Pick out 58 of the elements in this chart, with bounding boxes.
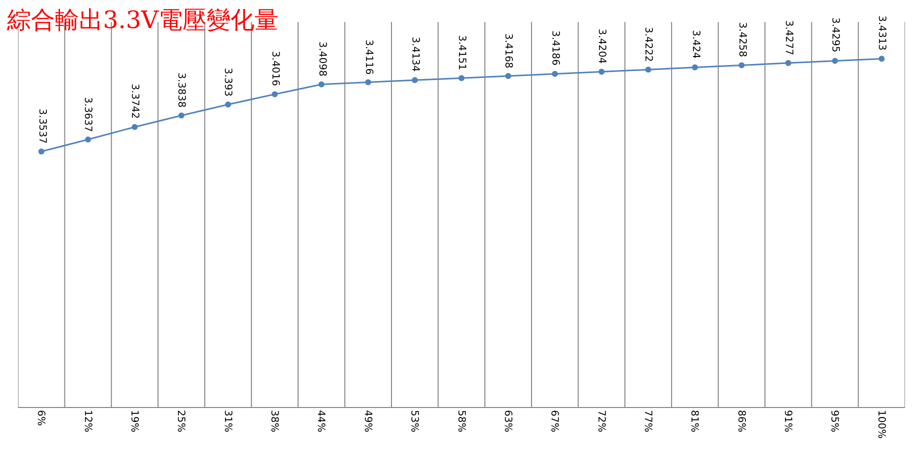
data-label: 3.4222 — [642, 26, 654, 62]
x-tick-label: 31% — [222, 410, 233, 432]
x-tick-label: 19% — [128, 410, 140, 432]
point — [832, 58, 838, 64]
x-tick-label: 67% — [548, 410, 560, 432]
data-label: 3.4295 — [829, 17, 840, 52]
x-tick-label: 12% — [82, 410, 93, 432]
data-label: 3.4168 — [502, 33, 514, 68]
point — [178, 112, 184, 118]
point — [878, 56, 885, 62]
x-tick-label: 72% — [595, 410, 606, 432]
data-label: 3.4277 — [782, 20, 794, 56]
point — [552, 70, 558, 77]
data-label: 3.4258 — [736, 22, 748, 58]
data-label: 3.4151 — [456, 35, 468, 70]
point — [505, 73, 512, 80]
data-label: 3.4116 — [362, 40, 374, 75]
data-label: 3.4098 — [316, 41, 328, 76]
x-tick-label: 38% — [268, 410, 280, 432]
point — [132, 124, 138, 130]
data-label: 3.424 — [690, 30, 701, 59]
x-tick-label: 95% — [828, 410, 840, 432]
x-tick-label: 58% — [455, 410, 466, 432]
x-tick-label: 77% — [642, 410, 653, 432]
point — [365, 79, 372, 86]
point — [785, 60, 792, 66]
x-tick-label: 6% — [35, 410, 46, 426]
data-label: 3.3742 — [129, 84, 140, 119]
point — [738, 62, 745, 68]
data-label: 3.4313 — [876, 16, 887, 51]
data-label: 3.393 — [222, 68, 234, 97]
point — [318, 81, 324, 88]
point — [85, 136, 92, 143]
data-label: 3.4204 — [596, 28, 607, 64]
data-label: 3.4186 — [549, 30, 560, 66]
x-tick-label: 44% — [315, 410, 326, 432]
point — [598, 68, 605, 75]
point — [38, 148, 44, 154]
point — [645, 66, 652, 73]
x-tick-label: 81% — [688, 410, 700, 432]
x-tick-label: 86% — [735, 410, 746, 432]
point — [225, 102, 232, 108]
x-tick-label: 91% — [782, 410, 794, 432]
x-tick-label: 49% — [362, 410, 373, 432]
x-tick-label: 63% — [502, 410, 513, 432]
point — [412, 77, 418, 84]
data-label: 3.3838 — [175, 72, 186, 108]
x-tick-label: 25% — [175, 410, 186, 432]
point — [458, 75, 464, 82]
x-tick-label: 53% — [408, 410, 420, 432]
chart-title: 綜合輸出3.3V電壓變化量 — [6, 6, 278, 34]
point — [692, 64, 698, 70]
point — [272, 91, 278, 98]
data-label: 3.4016 — [269, 50, 280, 86]
data-label: 3.3537 — [36, 108, 48, 144]
data-label: 3.4134 — [409, 36, 420, 72]
data-label: 3.3637 — [82, 97, 94, 132]
x-tick-label: 100% — [875, 410, 886, 439]
